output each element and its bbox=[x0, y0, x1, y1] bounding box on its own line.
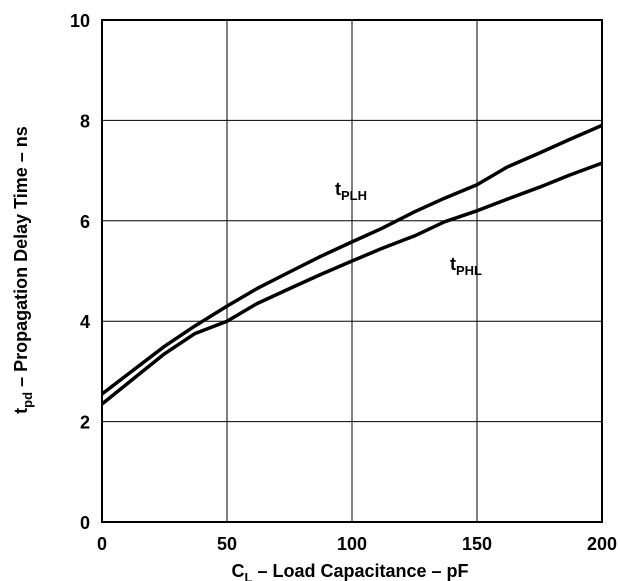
x-axis-title: CL – Load Capacitance – pF bbox=[231, 561, 468, 581]
y-tick-label: 2 bbox=[80, 413, 90, 433]
series-label-tplh: tPLH bbox=[335, 179, 367, 203]
y-tick-label: 0 bbox=[80, 513, 90, 533]
x-tick-label: 50 bbox=[217, 534, 237, 554]
series-line-tphl bbox=[100, 161, 603, 406]
grid bbox=[102, 20, 602, 522]
x-tick-label: 0 bbox=[97, 534, 107, 554]
y-tick-label: 10 bbox=[70, 11, 90, 31]
series-lines bbox=[100, 123, 603, 406]
y-tick-label: 6 bbox=[80, 212, 90, 232]
y-tick-label: 4 bbox=[80, 312, 90, 332]
series-label-tphl: tPHL bbox=[450, 254, 482, 278]
tick-labels: 0 50 100 150 200 0 2 4 6 8 10 bbox=[70, 11, 617, 554]
plot-frame bbox=[101, 19, 603, 523]
y-axis-title: tpd – Propagation Delay Time – ns bbox=[11, 126, 35, 414]
x-tick-label: 150 bbox=[462, 534, 492, 554]
series-line-tplh bbox=[100, 123, 603, 396]
x-tick-label: 200 bbox=[587, 534, 617, 554]
y-tick-label: 8 bbox=[80, 111, 90, 131]
x-tick-label: 100 bbox=[337, 534, 367, 554]
